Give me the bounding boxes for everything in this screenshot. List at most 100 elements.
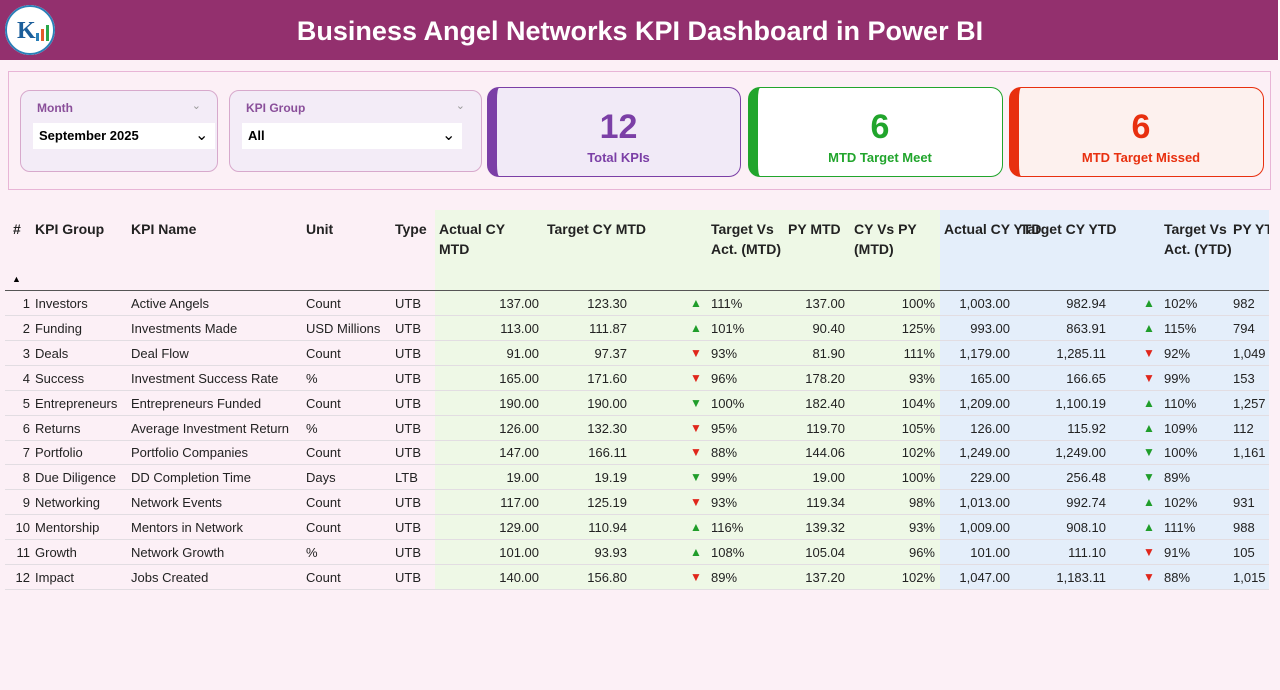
column-header[interactable]: KPI Name <box>131 221 197 237</box>
header-rule <box>5 290 1269 291</box>
cy-vs-py: 111% <box>903 345 935 361</box>
py-ytd: 1,049 <box>1233 345 1266 361</box>
status-arrow: ▼ <box>690 495 702 510</box>
column-header[interactable]: Target Vs Act. (MTD) <box>711 221 781 257</box>
target-ytd: 863.91 <box>1066 320 1106 336</box>
n: 5 <box>22 395 30 411</box>
n: 6 <box>22 420 30 436</box>
mtd-pct: 95% <box>711 420 738 436</box>
status-arrow: ▲ <box>1143 296 1155 310</box>
group: Entrepreneurs <box>35 395 118 411</box>
actual-mtd: 126.00 <box>499 420 539 436</box>
row-rule <box>5 364 1269 366</box>
unit: Count <box>306 395 341 411</box>
ytd-band <box>940 210 1269 590</box>
mtd-band <box>435 210 940 590</box>
py-ytd: 1,161 <box>1233 445 1266 461</box>
type: UTB <box>395 370 421 386</box>
status-arrow: ▲ <box>690 320 702 335</box>
actual-mtd: 19.00 <box>506 470 539 486</box>
py-mtd: 119.34 <box>806 495 845 511</box>
ytd-pct: 100% <box>1164 445 1198 461</box>
ytd-pct: 109% <box>1164 420 1198 436</box>
row-rule <box>5 539 1269 541</box>
n: 12 <box>15 569 30 585</box>
status-arrow: ▼ <box>1143 470 1155 485</box>
status-arrow: ▲ <box>1143 320 1155 335</box>
actual-mtd: 140.00 <box>499 569 539 585</box>
py-mtd: 90.40 <box>812 320 845 336</box>
unit: % <box>306 370 318 386</box>
row-rule <box>5 464 1269 466</box>
column-header[interactable]: Target Vs Act. (YTD) <box>1164 221 1232 257</box>
column-header[interactable]: Target CY MTD <box>547 221 647 237</box>
target-ytd: 115.92 <box>1067 420 1106 436</box>
sort-icon: ▲ <box>12 274 21 284</box>
row-rule <box>5 489 1269 491</box>
row-rule <box>5 414 1269 416</box>
filter-value[interactable]: All <box>242 123 462 149</box>
target-mtd: 110.94 <box>588 520 627 536</box>
row-rule <box>5 514 1269 516</box>
py-mtd: 119.70 <box>806 420 845 436</box>
status-arrow: ▲ <box>1143 495 1155 510</box>
column-header[interactable]: Unit <box>306 221 334 237</box>
column-header[interactable]: PY MTD <box>788 221 841 237</box>
status-arrow: ▼ <box>690 569 702 584</box>
target-ytd: 982.94 <box>1066 296 1106 311</box>
ytd-pct: 115% <box>1164 320 1197 336</box>
target-mtd: 19.19 <box>594 470 627 486</box>
unit: Count <box>306 520 341 536</box>
target-ytd: 908.10 <box>1066 520 1106 536</box>
status-arrow: ▼ <box>690 470 702 485</box>
status-arrow: ▲ <box>690 296 702 310</box>
card-label: Total KPIs <box>587 150 650 165</box>
column-header[interactable]: # <box>13 221 21 237</box>
status-arrow: ▲ <box>690 545 702 559</box>
column-header[interactable]: Actual CY MTD <box>439 221 505 257</box>
py-mtd: 182.40 <box>805 395 845 411</box>
actual-ytd: 1,249.00 <box>959 445 1010 461</box>
kpi-card: 6 MTD Target Missed <box>1009 87 1264 177</box>
status-arrow: ▼ <box>1143 345 1155 360</box>
filter-slicer[interactable]: KPI Group ⌄ All ⌄ <box>229 90 482 172</box>
filter-value[interactable]: September 2025 <box>33 123 215 149</box>
type: UTB <box>395 445 421 461</box>
column-header[interactable]: Actual CY YTD <box>944 221 1042 237</box>
py-ytd: 931 <box>1233 495 1255 511</box>
name: Active Angels <box>131 296 210 311</box>
column-header[interactable]: Target CY YTD <box>1020 221 1117 237</box>
n: 3 <box>22 345 30 361</box>
py-ytd: 112 <box>1233 420 1254 436</box>
actual-mtd: 165.00 <box>499 370 539 386</box>
column-header[interactable]: Type <box>395 221 427 237</box>
card-value: 12 <box>599 108 638 146</box>
status-arrow: ▼ <box>1143 445 1155 460</box>
mtd-pct: 93% <box>711 345 738 361</box>
group: Portfolio <box>35 445 83 461</box>
column-header[interactable]: CY Vs PY (MTD) <box>854 221 917 257</box>
mtd-pct: 116% <box>711 520 744 536</box>
row-rule <box>5 389 1269 391</box>
actual-mtd: 101.00 <box>499 545 539 560</box>
column-header[interactable]: KPI Group <box>35 221 105 237</box>
target-ytd: 256.48 <box>1066 470 1106 486</box>
group: Returns <box>35 420 81 436</box>
target-mtd: 93.93 <box>594 545 627 560</box>
target-mtd: 123.30 <box>587 296 627 311</box>
mtd-pct: 88% <box>711 445 738 461</box>
name: Average Investment Return <box>131 420 290 436</box>
cy-vs-py: 104% <box>901 395 935 411</box>
type: UTB <box>395 320 421 336</box>
actual-mtd: 117.00 <box>500 495 539 511</box>
filter-label: Month <box>37 101 73 115</box>
target-mtd: 166.11 <box>588 445 627 461</box>
filter-slicer[interactable]: Month ⌄ September 2025 ⌄ <box>20 90 218 172</box>
card-label: MTD Target Meet <box>828 150 932 165</box>
status-arrow: ▼ <box>690 370 702 385</box>
actual-ytd: 165.00 <box>970 370 1010 386</box>
type: UTB <box>395 420 421 436</box>
actual-ytd: 1,209.00 <box>959 395 1010 411</box>
column-header[interactable]: PY YTD <box>1233 221 1269 237</box>
